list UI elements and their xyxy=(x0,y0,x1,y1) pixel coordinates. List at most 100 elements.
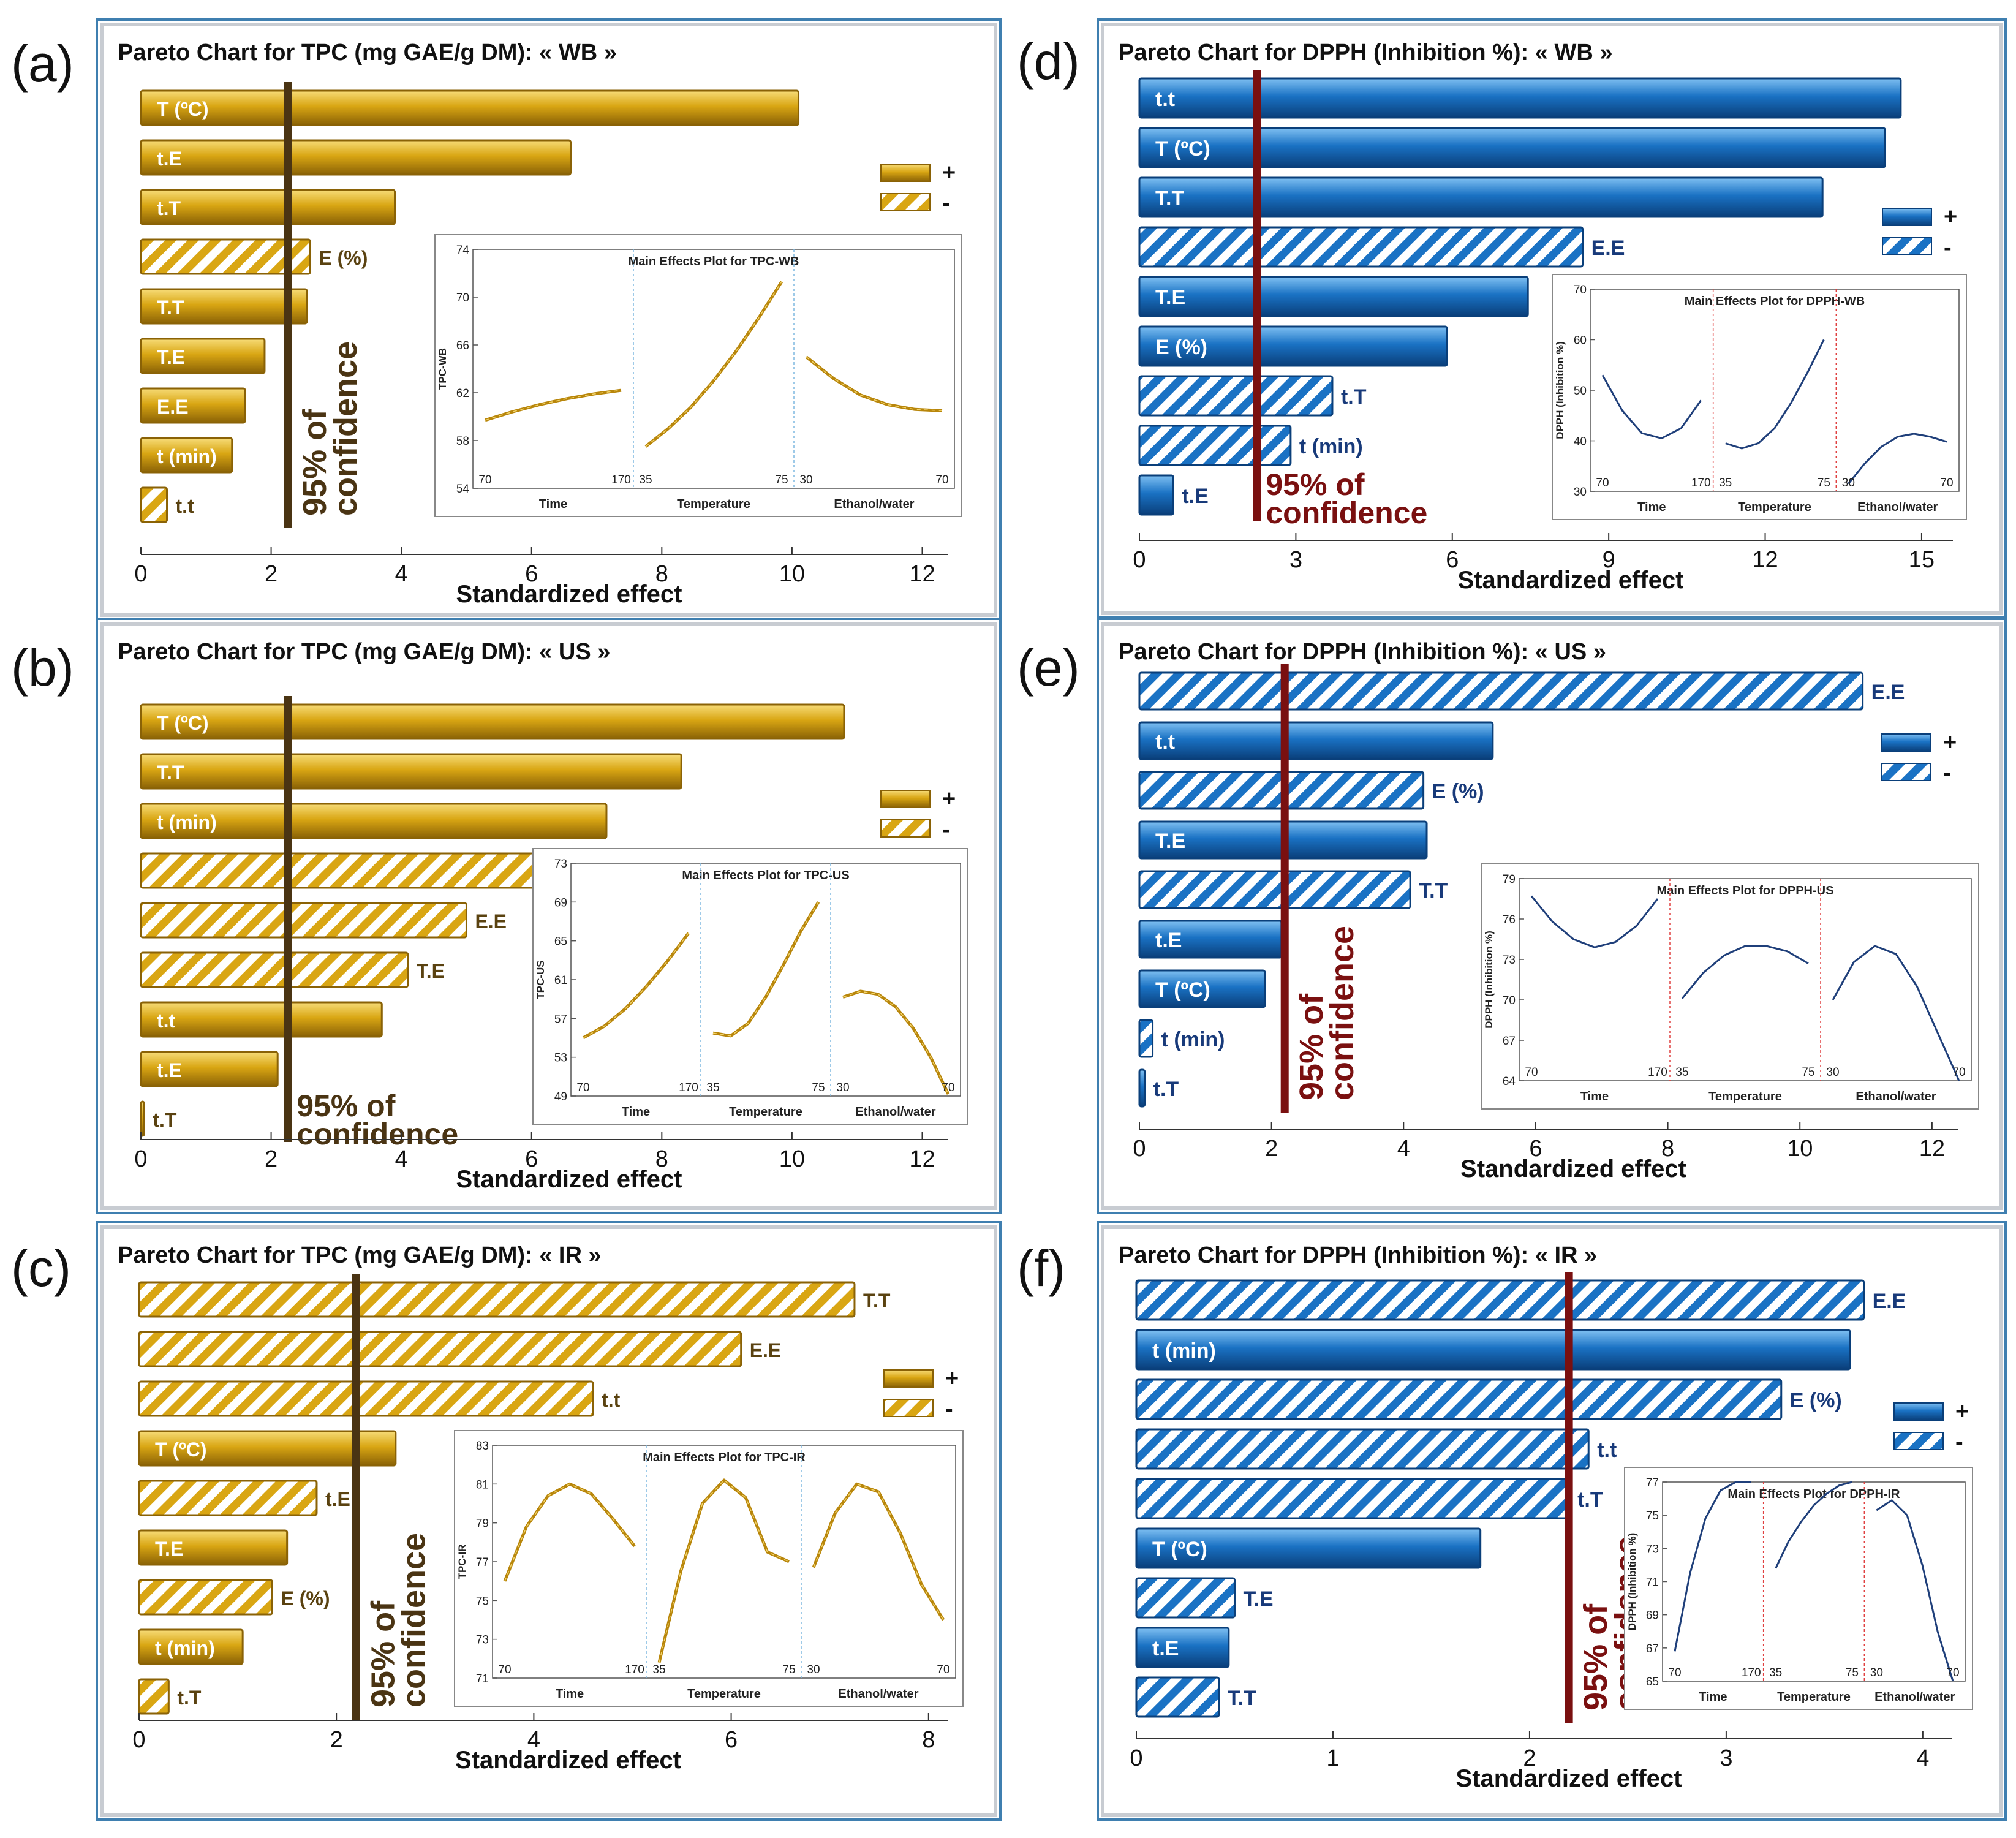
chart-f-bar-2 xyxy=(1135,1378,1783,1420)
chart-e-x-tick-label-3: 6 xyxy=(1529,1136,1542,1162)
chart-c-bar-label-8: t.T xyxy=(177,1687,202,1709)
chart-c-bar-label-7: t (min) xyxy=(155,1637,215,1659)
chart-e-title: Pareto Chart for DPPH (Inhibition %): « … xyxy=(1119,639,1606,665)
chart-c-inset-y-tick-label-5: 81 xyxy=(476,1478,489,1491)
chart-c-inset-x-label-1: Temperature xyxy=(687,1687,761,1701)
chart-b-bar-label-5: T.E xyxy=(417,960,445,982)
chart-f-inset-y-tick-label-3: 71 xyxy=(1646,1576,1659,1589)
chart-e-inset-curve-0 xyxy=(1530,895,1659,948)
chart-d-inset-x-tick-high-0: 170 xyxy=(1691,477,1711,490)
chart-e-legend-positive-swatch xyxy=(1881,733,1931,752)
chart-d: Pareto Chart for DPPH (Inhibition %): « … xyxy=(1097,18,2007,619)
chart-b-x-tick-label-5: 10 xyxy=(779,1146,805,1172)
chart-b-bar-label-2: t (min) xyxy=(157,811,217,833)
chart-c-inset-y-tick-label-1: 73 xyxy=(476,1634,489,1647)
chart-f-inset-title: Main Effects Plot for DPPH-IR xyxy=(1727,1488,1900,1501)
chart-a-legend-positive-label: + xyxy=(942,160,956,186)
chart-e-x-tick-label-0: 0 xyxy=(1133,1136,1146,1162)
chart-e-x-tick-label-6: 12 xyxy=(1919,1136,1945,1162)
chart-c-inset-y-tick-label-6: 83 xyxy=(476,1440,489,1453)
chart-e-inset-y-tick-label-2: 70 xyxy=(1503,994,1516,1007)
chart-a-confidence-label-line2: confidence xyxy=(327,341,364,516)
chart-a-bar-7 xyxy=(140,437,233,474)
chart-a-bar-8 xyxy=(140,486,168,523)
chart-f-bar-label-1: t (min) xyxy=(1152,1339,1216,1363)
chart-a-inset-y-tick-label-2: 62 xyxy=(456,387,469,400)
chart-f-bar-label-0: E.E xyxy=(1873,1290,1906,1313)
chart-a-inset-y-tick-label-5: 74 xyxy=(456,244,470,257)
chart-e-bar-label-4: T.T xyxy=(1419,879,1448,902)
chart-b-x-tick-label-2: 4 xyxy=(395,1146,408,1172)
chart-f-inset-x-tick-high-2: 70 xyxy=(1946,1666,1959,1679)
chart-e-x-tick-label-4: 8 xyxy=(1661,1136,1674,1162)
chart-c-inset-y-tick-label-3: 77 xyxy=(476,1556,489,1569)
chart-e-bar-6 xyxy=(1138,969,1266,1008)
chart-d-inset-frame xyxy=(1552,274,1967,520)
chart-a-inset-x-tick-high-0: 170 xyxy=(611,474,631,486)
chart-b-inset-x-label-1: Temperature xyxy=(729,1105,802,1119)
chart-f: Pareto Chart for DPPH (Inhibition %): « … xyxy=(1097,1221,2007,1821)
panel-label-a: (a) xyxy=(11,35,74,93)
chart-e-inset-y-tick-label-5: 79 xyxy=(1503,873,1516,886)
chart-f-x-tick-label-0: 0 xyxy=(1130,1745,1142,1771)
chart-f-inset-curve-0 xyxy=(1674,1481,1751,1652)
chart-f-inset-y-axis-title: DPPH (Inhibition %) xyxy=(1626,1533,1638,1631)
chart-a-confidence-label-line1: 95% of xyxy=(296,409,333,516)
chart-a-inset-x-label-2: Ethanol/water xyxy=(834,497,914,511)
chart-c-bar-label-2: t.t xyxy=(602,1389,621,1411)
chart-a-x-tick-label-5: 10 xyxy=(779,561,805,587)
chart-d-inset-x-label-2: Ethanol/water xyxy=(1857,501,1938,514)
chart-a-bar-label-1: t.E xyxy=(157,148,182,170)
chart-a-inset-x-label-0: Time xyxy=(539,497,567,511)
chart-b-bar-5 xyxy=(140,951,409,988)
chart-e-legend-negative-label: - xyxy=(1943,760,1951,786)
chart-f-x-tick-label-3: 3 xyxy=(1720,1745,1732,1771)
chart-b-x-tick-label-4: 8 xyxy=(655,1146,668,1172)
chart-b-x-tick-label-3: 6 xyxy=(525,1146,538,1172)
chart-d-bar-5 xyxy=(1138,325,1448,367)
chart-c-inset-x-tick-high-1: 75 xyxy=(782,1663,795,1676)
chart-b-legend-positive-label: + xyxy=(942,786,956,812)
chart-d-inset-x-tick-high-1: 75 xyxy=(1818,477,1830,490)
panel-label-e: (e) xyxy=(1017,639,1080,697)
chart-b-inset-x-label-0: Time xyxy=(622,1105,650,1119)
chart-b-bar-2 xyxy=(140,803,608,839)
chart-f-legend-negative-swatch xyxy=(1893,1432,1944,1450)
chart-d-inset-y-tick-label-1: 40 xyxy=(1574,436,1587,448)
chart-b-inset-x-tick-high-2: 70 xyxy=(942,1081,954,1094)
chart-e-inset: Main Effects Plot for DPPH-US 64 67 70 73 76 7… xyxy=(1481,863,1979,1110)
chart-f-inset-y-tick-label-0: 65 xyxy=(1646,1676,1659,1689)
chart-f-inset-x-tick-high-0: 170 xyxy=(1742,1666,1761,1679)
chart-a-x-tick-label-3: 6 xyxy=(525,561,538,587)
chart-c-inset-y-tick-label-0: 71 xyxy=(476,1673,489,1685)
chart-f-legend-positive-swatch xyxy=(1893,1402,1944,1421)
chart-f-inset: Main Effects Plot for DPPH-IR 65 67 69 71 73 7… xyxy=(1624,1467,1973,1710)
chart-f-bar-5 xyxy=(1135,1527,1482,1569)
chart-e-bar-label-7: t (min) xyxy=(1161,1028,1225,1051)
chart-a-inset-curve-highlight-0 xyxy=(485,390,622,421)
chart-b-inset-x-label-2: Ethanol/water xyxy=(855,1105,935,1119)
chart-c-x-tick-label-3: 6 xyxy=(725,1727,738,1753)
chart-b-x-axis-title: Standardized effect xyxy=(456,1166,682,1193)
chart-d-bar-label-1: T (ºC) xyxy=(1155,137,1210,161)
chart-b-inset: Main Effects Plot for TPC-US 49 53 57 61 65 69… xyxy=(532,848,968,1125)
chart-d-bar-2 xyxy=(1138,176,1824,218)
chart-a-x-axis-title: Standardized effect xyxy=(456,581,682,608)
chart-c-legend-negative-swatch xyxy=(883,1399,934,1417)
chart-c: Pareto Chart for TPC (mg GAE/g DM): « IR… xyxy=(96,1221,1002,1821)
chart-c-bar-label-1: E.E xyxy=(750,1339,782,1361)
chart-e-bar-4 xyxy=(1138,870,1411,909)
chart-b-title: Pareto Chart for TPC (mg GAE/g DM): « US… xyxy=(118,639,610,665)
chart-e-confidence-label-line2: confidence xyxy=(1324,926,1361,1100)
chart-a-x-tick-label-0: 0 xyxy=(134,561,147,587)
chart-c-x-tick-label-0: 0 xyxy=(132,1727,145,1753)
chart-a-inset-x-tick-high-1: 75 xyxy=(775,474,788,486)
chart-a-legend-positive-swatch xyxy=(880,164,931,182)
chart-d-inset-x-tick-low-1: 35 xyxy=(1719,477,1732,490)
chart-e-inset-frame xyxy=(1481,863,1979,1110)
chart-d-bar-6 xyxy=(1138,375,1334,417)
chart-f-inset-y-tick-label-6: 77 xyxy=(1646,1477,1659,1489)
chart-d-bar-label-4: T.E xyxy=(1155,286,1185,309)
